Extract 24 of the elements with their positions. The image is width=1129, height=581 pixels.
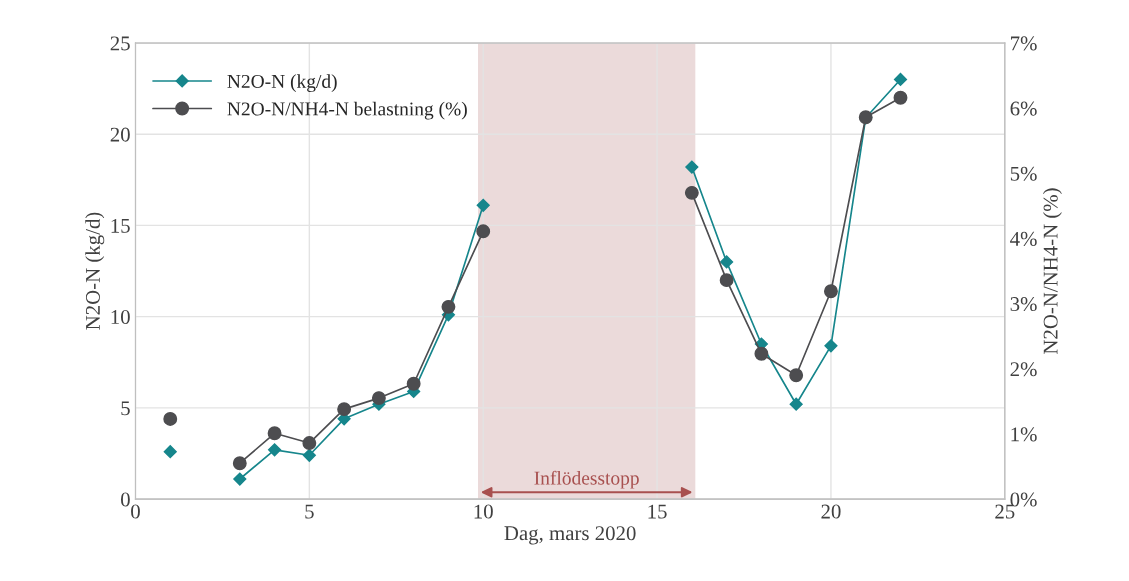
y-tick-label: 20	[110, 127, 130, 142]
y-tick-label: 0	[121, 492, 130, 507]
x-tick-label: 5	[305, 504, 314, 519]
y-axis-title: N2O-N (kg/d)	[85, 212, 105, 330]
y2-tick-label: 3%	[1010, 296, 1037, 312]
band-label: Inflödesstopp	[534, 470, 639, 489]
y2-tick-label: 5%	[1010, 166, 1037, 181]
y-tick-label: 10	[111, 310, 130, 325]
y-tick-label: 5	[121, 401, 130, 416]
y2-axis-title: N2O-N/NH4-N (%)	[1043, 188, 1062, 355]
y2-tick-label: 1%	[1011, 427, 1037, 442]
y2-tick-label: 6%	[1010, 101, 1037, 116]
y2-tick-label: 7%	[1011, 36, 1037, 51]
x-tick-label: 0	[131, 504, 140, 519]
x-tick-label: 10	[474, 504, 493, 519]
x-axis-title: Dag, mars 2020	[504, 526, 636, 545]
x-tick-label: 20	[821, 504, 841, 519]
legend-label: N2O-N/NH4-N belastning (%)	[227, 101, 467, 120]
y-tick-label: 15	[111, 218, 130, 233]
y-tick-label: 25	[110, 36, 130, 51]
y2-tick-label: 4%	[1010, 231, 1037, 246]
x-tick-label: 15	[648, 504, 667, 519]
legend-label: N2O-N (kg/d)	[227, 74, 337, 92]
y2-tick-label: 2%	[1010, 362, 1037, 377]
